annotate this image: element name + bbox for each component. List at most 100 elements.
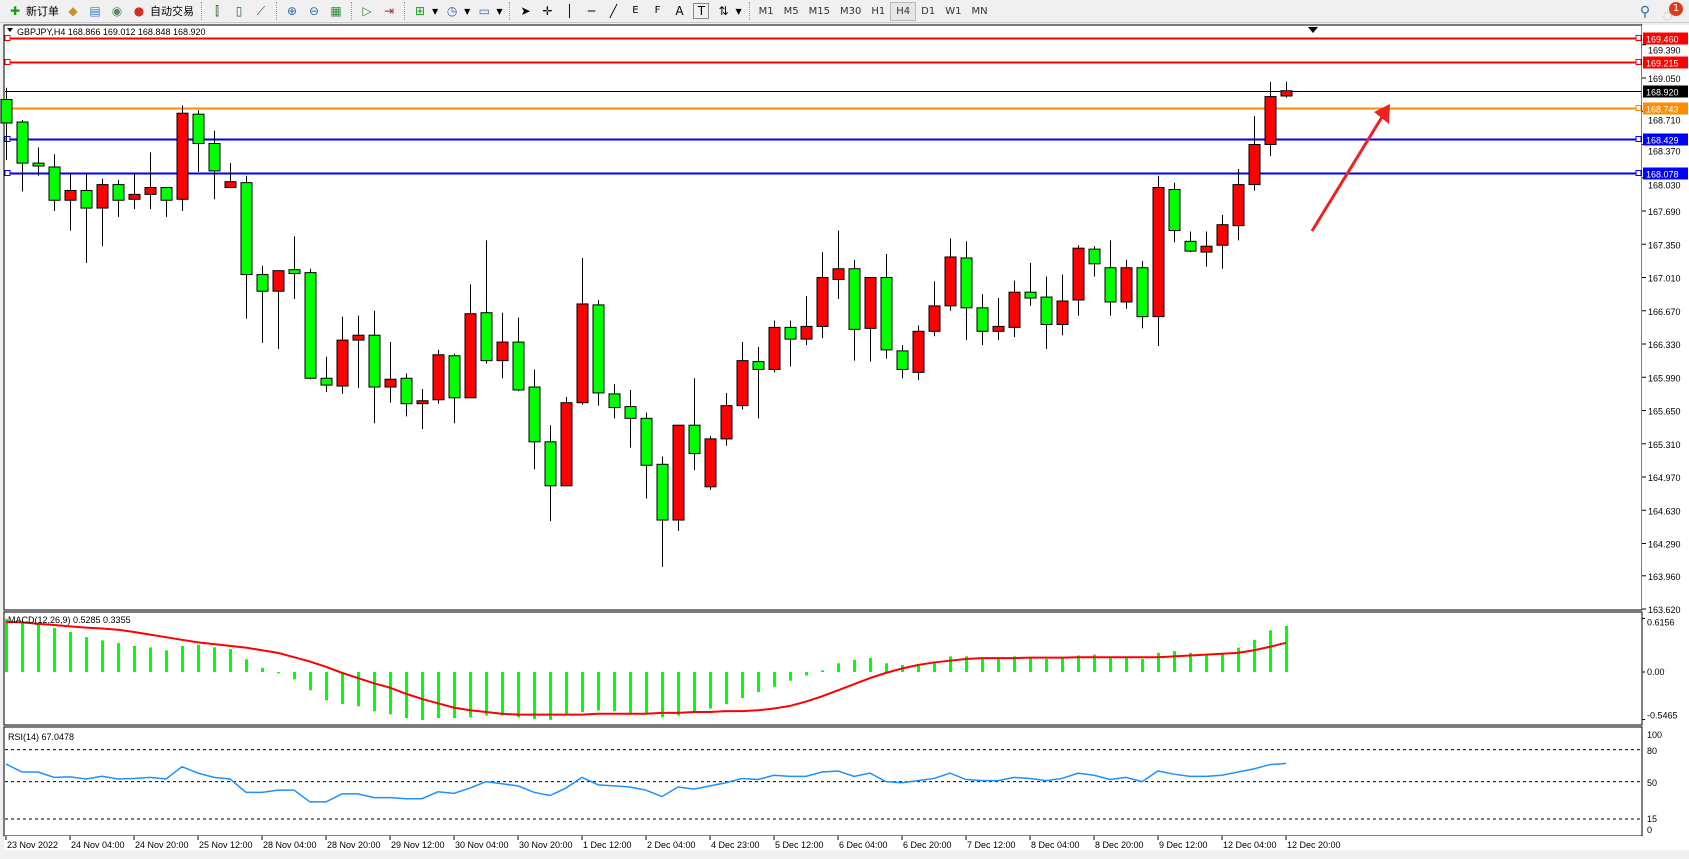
time-label: 28 Nov 04:00 bbox=[263, 840, 317, 850]
period-m1[interactable]: M1 bbox=[758, 5, 774, 17]
candle bbox=[208, 130, 221, 200]
candle-body bbox=[1200, 245, 1213, 253]
candle-body bbox=[576, 303, 589, 404]
text-icon: A bbox=[675, 4, 684, 18]
rsi-scale-label: 15 bbox=[1647, 814, 1657, 824]
chart-shift-marker-icon[interactable] bbox=[1308, 27, 1318, 33]
notifications-button[interactable]: ◌ 1 bbox=[1663, 1, 1683, 22]
fibonacci-channel-button[interactable]: E bbox=[624, 1, 646, 22]
zoom-in-button[interactable]: ⊕ bbox=[281, 1, 303, 22]
bar-chart-button[interactable]: ⫿ bbox=[206, 1, 228, 22]
price-level-tag bbox=[1643, 56, 1688, 69]
time-label: 30 Nov 04:00 bbox=[455, 840, 509, 850]
separator bbox=[276, 2, 277, 20]
price-tick-label: 167.690 bbox=[1648, 207, 1681, 217]
search-icon[interactable]: ⚲ bbox=[1639, 3, 1651, 20]
horizontal-line-button[interactable]: ─ bbox=[580, 1, 602, 22]
price-tick-label: 169.050 bbox=[1648, 74, 1681, 84]
macd-histogram-bar bbox=[1141, 658, 1144, 672]
period-m5[interactable]: M5 bbox=[783, 5, 799, 17]
candle-body bbox=[416, 400, 429, 405]
horizontal-level-line[interactable] bbox=[4, 59, 1642, 65]
text-label-icon: T bbox=[693, 3, 710, 19]
auto-scroll-button[interactable]: ⇥ bbox=[378, 1, 400, 22]
period-mn[interactable]: MN bbox=[971, 5, 988, 17]
level-handle-icon[interactable] bbox=[4, 170, 11, 176]
data-window-button[interactable]: ▤ bbox=[84, 1, 106, 22]
annotation-arrow[interactable] bbox=[1310, 104, 1390, 232]
fibonacci-channel-icon: E bbox=[632, 5, 639, 16]
candle-body bbox=[112, 184, 125, 201]
candle-body bbox=[96, 184, 109, 209]
price-level-tag bbox=[1643, 85, 1688, 98]
macd-panel[interactable] bbox=[3, 611, 1643, 726]
candle bbox=[1040, 276, 1053, 349]
level-handle-icon[interactable] bbox=[1635, 105, 1642, 111]
indicators-dropdown[interactable]: ⊞ ▼ bbox=[409, 1, 441, 22]
period-w1[interactable]: W1 bbox=[945, 5, 962, 17]
candle bbox=[1200, 231, 1213, 267]
fibonacci-retracement-button[interactable]: F bbox=[646, 1, 668, 22]
rsi-scale-label: 80 bbox=[1647, 746, 1657, 756]
arrows-dropdown[interactable]: ⇅ ▼ bbox=[712, 1, 744, 22]
candle bbox=[1024, 262, 1037, 306]
macd-histogram-bar bbox=[645, 672, 648, 713]
trendline-button[interactable]: ╱ bbox=[602, 1, 624, 22]
price-axis[interactable] bbox=[1642, 25, 1689, 850]
new-order-button[interactable]: ✚ 新订单 bbox=[4, 1, 62, 22]
level-handle-icon[interactable] bbox=[1635, 59, 1642, 65]
macd-histogram-bar bbox=[277, 672, 280, 674]
candle-body bbox=[976, 307, 989, 332]
candle-body bbox=[640, 417, 653, 466]
auto-trading-button[interactable]: ● 自动交易 bbox=[128, 1, 197, 22]
macd-histogram-bar bbox=[1205, 653, 1208, 672]
templates-dropdown[interactable]: ▭ ▼ bbox=[473, 1, 505, 22]
zoom-out-button[interactable]: ⊖ bbox=[303, 1, 325, 22]
macd-histogram-bar bbox=[357, 672, 360, 707]
candle bbox=[656, 456, 669, 567]
candle bbox=[144, 152, 157, 210]
candle-body bbox=[880, 277, 893, 351]
periods-dropdown[interactable]: ◷ ▼ bbox=[441, 1, 473, 22]
vertical-line-button[interactable]: │ bbox=[558, 1, 580, 22]
level-handle-icon[interactable] bbox=[1635, 136, 1642, 142]
navigator-button[interactable]: ◉ bbox=[106, 1, 128, 22]
period-h1[interactable]: H1 bbox=[871, 5, 886, 17]
candlestick-button[interactable]: ▯ bbox=[228, 1, 250, 22]
price-tick-label: 168.370 bbox=[1648, 147, 1681, 157]
horizontal-level-line[interactable] bbox=[4, 170, 1642, 176]
cursor-button[interactable]: ➤ bbox=[514, 1, 536, 22]
period-m30[interactable]: M30 bbox=[839, 5, 862, 17]
level-handle-icon[interactable] bbox=[4, 35, 11, 41]
macd-label: MACD(12,26,9) 0.5285 0.3355 bbox=[8, 615, 131, 625]
new-order-icon: ✚ bbox=[9, 4, 21, 18]
period-d1[interactable]: D1 bbox=[921, 5, 936, 17]
candle-body bbox=[1056, 300, 1069, 325]
chart-menu-triangle-icon[interactable] bbox=[7, 28, 13, 32]
time-label: 24 Nov 04:00 bbox=[71, 840, 125, 850]
macd-histogram-bar bbox=[837, 663, 840, 672]
text-button[interactable]: A bbox=[668, 1, 690, 22]
level-handle-icon[interactable] bbox=[1635, 35, 1642, 41]
macd-histogram-bar bbox=[85, 637, 88, 672]
period-h4[interactable]: H4 bbox=[890, 1, 917, 21]
crosshair-button[interactable]: ✛ bbox=[536, 1, 558, 22]
line-chart-button[interactable]: ⟋ bbox=[250, 1, 272, 22]
text-label-button[interactable]: T bbox=[690, 1, 712, 22]
level-handle-icon[interactable] bbox=[4, 136, 11, 142]
tile-windows-button[interactable]: ▦ bbox=[325, 1, 347, 22]
price-tick-label: 168.710 bbox=[1648, 116, 1681, 126]
candle bbox=[448, 353, 461, 424]
macd-histogram-bar bbox=[341, 672, 344, 705]
level-handle-icon[interactable] bbox=[1635, 170, 1642, 176]
chart-shift-button[interactable]: ▷ bbox=[356, 1, 378, 22]
level-handle-icon[interactable] bbox=[4, 59, 11, 65]
candle-body bbox=[752, 361, 765, 370]
price-level-label: 168.078 bbox=[1646, 170, 1679, 180]
right-tools: ⚲ ◌ 1 bbox=[1637, 0, 1683, 23]
period-m15[interactable]: M15 bbox=[808, 5, 830, 17]
horizontal-level-line[interactable] bbox=[4, 35, 1642, 41]
auto-trading-icon: ● bbox=[133, 4, 145, 18]
market-watch-button[interactable]: ◆ bbox=[62, 1, 84, 22]
